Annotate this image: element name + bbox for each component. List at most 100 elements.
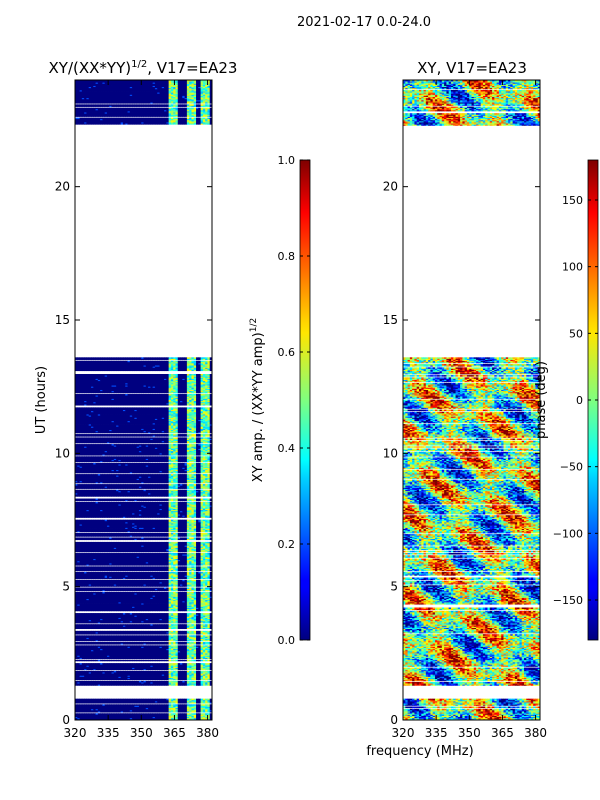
heatmap-cell — [132, 673, 135, 675]
heatmap-cell — [138, 635, 142, 637]
heatmap-cell — [207, 702, 211, 704]
heatmap-cell — [189, 706, 192, 709]
heatmap-cell — [180, 645, 183, 647]
heatmap-cell — [154, 665, 158, 667]
heatmap-cell — [116, 711, 119, 713]
heatmap-cell — [184, 675, 188, 677]
heatmap-cell — [145, 659, 149, 662]
heatmap-cell — [81, 702, 85, 704]
heatmap-cell — [120, 641, 124, 644]
heatmap-cell — [113, 684, 117, 686]
heatmap-cell — [102, 665, 106, 667]
heatmap-cell — [118, 702, 122, 704]
heatmap-cell — [207, 708, 211, 711]
heatmap-cell — [106, 670, 110, 673]
heatmap-cell — [90, 675, 94, 677]
heatmap-cell — [86, 613, 90, 615]
heatmap-cell — [173, 676, 176, 678]
heatmap-cell — [166, 714, 170, 716]
heatmap-cell — [161, 714, 165, 716]
heatmap-cell — [182, 709, 185, 712]
heatmap-cell — [136, 678, 140, 681]
heatmap-cell — [159, 635, 163, 637]
heatmap-cell — [132, 635, 135, 637]
heatmap-cell — [138, 676, 142, 678]
heatmap-cell — [77, 704, 80, 706]
heatmap-cell — [191, 684, 195, 686]
heatmap-cell — [180, 715, 183, 718]
heatmap-cell — [157, 700, 160, 703]
heatmap-cell — [104, 711, 108, 713]
heatmap-cell — [157, 713, 160, 715]
heatmap-cell — [90, 645, 94, 647]
heatmap-cell — [148, 641, 151, 644]
heatmap-cell — [90, 711, 94, 713]
heatmap-cell — [166, 670, 170, 673]
heatmap-cell — [202, 668, 206, 671]
heatmap-cell — [84, 699, 87, 702]
heatmap-cell — [180, 676, 183, 678]
heatmap-cell — [127, 707, 131, 710]
heatmap-cell — [138, 716, 142, 719]
heatmap-cell — [113, 682, 117, 684]
heatmap-cell — [111, 713, 115, 715]
heatmap-cell — [118, 635, 122, 637]
heatmap-cell — [161, 645, 165, 647]
heatmap-cell — [152, 666, 156, 668]
heatmap-cell — [184, 645, 188, 647]
heatmap-cell — [202, 659, 206, 662]
heatmap-cell — [189, 663, 192, 665]
heatmap-cell — [120, 667, 124, 670]
heatmap-cell — [191, 711, 195, 713]
heatmap-cell — [132, 678, 135, 681]
heatmap-cell — [97, 659, 101, 662]
heatmap-cell — [134, 708, 138, 711]
heatmap-cell — [173, 666, 176, 668]
heatmap-cell — [198, 663, 201, 665]
heatmap-cell — [102, 674, 106, 676]
heatmap-cell — [166, 674, 170, 676]
heatmap-cell — [200, 630, 204, 633]
heatmap-cell — [143, 667, 147, 670]
heatmap-cell — [145, 641, 149, 644]
heatmap-cell — [207, 624, 211, 626]
heatmap-cell — [109, 613, 112, 615]
heatmap-cell — [102, 705, 106, 707]
heatmap-cell — [102, 624, 106, 626]
heatmap-cell — [200, 704, 204, 706]
heatmap-cell — [109, 677, 112, 680]
heatmap-cell — [97, 675, 101, 677]
heatmap-cell — [113, 713, 117, 715]
heatmap-cell — [164, 708, 167, 711]
heatmap-cell — [186, 682, 190, 684]
heatmap-cell — [173, 706, 176, 709]
heatmap-cell — [129, 709, 133, 712]
heatmap-cell — [180, 700, 183, 703]
heatmap-cell — [116, 705, 119, 707]
heatmap-cell — [180, 702, 183, 704]
heatmap-cell — [143, 675, 147, 677]
heatmap-cell — [173, 673, 176, 675]
heatmap-cell — [95, 666, 99, 668]
heatmap-cell — [104, 677, 108, 680]
heatmap-cell — [184, 702, 188, 704]
heatmap-cell — [196, 624, 199, 626]
heatmap-cell — [109, 702, 112, 704]
heatmap-cell — [127, 708, 131, 711]
heatmap-row — [75, 680, 213, 683]
heatmap-cell — [77, 675, 80, 677]
heatmap-cell — [77, 677, 80, 680]
heatmap-row — [75, 666, 213, 668]
heatmap-cell — [95, 665, 99, 667]
heatmap-cell — [100, 709, 103, 712]
heatmap-cell — [152, 668, 156, 671]
heatmap-cell — [104, 715, 108, 718]
heatmap-cell — [154, 684, 158, 686]
heatmap-cell — [159, 717, 163, 720]
heatmap-cell — [184, 680, 188, 683]
heatmap-cell — [95, 682, 99, 684]
heatmap-cell — [132, 666, 135, 668]
heatmap-cell — [95, 716, 99, 719]
heatmap-cell — [150, 645, 154, 647]
heatmap-cell — [141, 673, 144, 675]
